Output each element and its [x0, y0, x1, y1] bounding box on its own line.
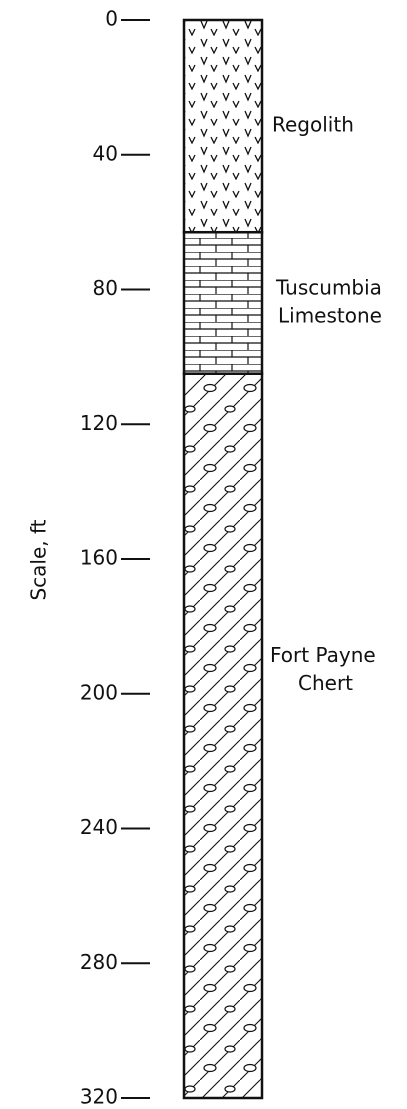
- tick-label: 80: [93, 276, 118, 300]
- tick-label: 120: [80, 411, 118, 435]
- tick-label: 0: [105, 7, 118, 31]
- layer-label: Regolith: [272, 113, 354, 137]
- tick-label: 160: [80, 546, 118, 570]
- tick-label: 200: [80, 680, 118, 704]
- tick-label: 240: [80, 815, 118, 839]
- axis-label: Scale, ft: [27, 519, 51, 600]
- layer-label: Tuscumbia: [275, 275, 382, 299]
- layer-label: Fort Payne: [270, 643, 376, 667]
- layer: [182, 18, 264, 234]
- layer-label: Limestone: [278, 303, 382, 327]
- layer: [182, 372, 264, 1100]
- tick-label: 280: [80, 950, 118, 974]
- tick-label: 40: [93, 141, 118, 165]
- tick-label: 320: [80, 1085, 118, 1109]
- layer-label: Chert: [298, 671, 353, 695]
- layer: [182, 230, 264, 375]
